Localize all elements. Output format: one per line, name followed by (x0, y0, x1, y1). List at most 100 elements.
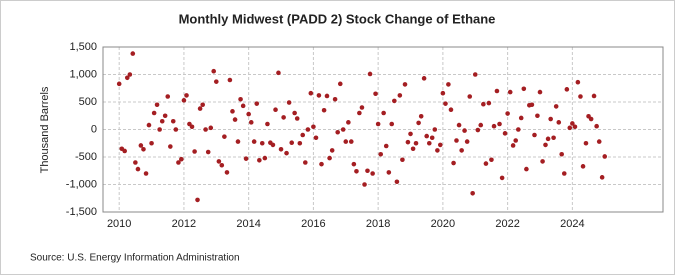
point (292, 110, 297, 116)
point (327, 155, 332, 161)
point (561, 171, 567, 176)
point (602, 154, 608, 159)
point (205, 149, 211, 155)
point (516, 127, 521, 132)
point (211, 68, 217, 74)
point (248, 120, 254, 125)
point (418, 114, 424, 119)
point (316, 93, 322, 98)
point (451, 160, 456, 166)
point (408, 131, 413, 137)
point (192, 149, 197, 154)
point (208, 125, 214, 131)
point (524, 166, 529, 172)
point (286, 100, 292, 105)
point (340, 127, 346, 132)
point (359, 105, 365, 110)
point (324, 93, 330, 99)
point (170, 118, 176, 124)
point (319, 161, 324, 167)
point (133, 160, 138, 165)
point (367, 71, 373, 77)
point (467, 94, 473, 99)
point (189, 124, 195, 130)
x-tick-label: 2024 (560, 218, 584, 230)
point (122, 148, 127, 154)
point (303, 160, 308, 165)
point (489, 157, 494, 163)
y-tick-label: 1,000 (69, 68, 97, 80)
point (575, 79, 581, 85)
point (270, 142, 276, 148)
point (432, 127, 438, 132)
point (278, 147, 284, 152)
point (362, 182, 367, 187)
point (321, 107, 327, 113)
point (486, 100, 492, 106)
point (130, 51, 136, 56)
point (580, 164, 586, 169)
point (553, 104, 559, 109)
point (200, 102, 205, 108)
y-tick-label: -1,000 (66, 178, 97, 190)
point (343, 139, 349, 144)
point (594, 123, 599, 129)
point (416, 120, 421, 126)
y-tick-label: 500 (79, 96, 97, 108)
point (289, 140, 295, 145)
point (346, 120, 351, 125)
point (313, 135, 319, 141)
point (491, 123, 497, 129)
point (179, 156, 184, 162)
x-tick-label: 2022 (495, 218, 519, 230)
point (578, 94, 583, 99)
point (551, 135, 556, 141)
y-tick-label: 0 (91, 123, 97, 135)
point (232, 117, 238, 122)
point (284, 150, 289, 156)
point (443, 101, 448, 106)
point (162, 113, 168, 119)
point (459, 148, 464, 153)
point (370, 171, 375, 176)
point (308, 90, 314, 96)
point (494, 88, 500, 94)
point (141, 147, 146, 152)
point (392, 98, 397, 104)
point (537, 89, 543, 95)
point (567, 125, 573, 131)
source: Source: U.S. Energy Information Administ… (30, 253, 240, 264)
point (499, 175, 505, 181)
point (497, 121, 502, 127)
point (300, 132, 306, 138)
point (429, 135, 435, 141)
point (135, 166, 141, 172)
point (518, 115, 524, 121)
point (294, 116, 300, 121)
point (596, 139, 602, 144)
point (176, 160, 181, 165)
point (297, 140, 303, 146)
point (435, 148, 440, 153)
x-tick-label: 2016 (301, 218, 325, 230)
x-tick-label: 2020 (431, 218, 455, 230)
point (446, 82, 451, 87)
point (243, 156, 249, 161)
y-tick-label: -1,500 (66, 206, 97, 218)
y-tick-label: -500 (75, 151, 97, 163)
point (583, 140, 589, 146)
point (481, 101, 486, 107)
point (197, 106, 203, 111)
point (251, 139, 257, 144)
point (181, 98, 187, 103)
point (478, 122, 484, 128)
point (335, 129, 340, 135)
point (421, 76, 427, 81)
point (437, 142, 443, 148)
point (454, 138, 459, 143)
point (235, 139, 241, 144)
point (532, 132, 537, 138)
point (257, 158, 262, 163)
x-tick-label: 2010 (107, 218, 131, 230)
